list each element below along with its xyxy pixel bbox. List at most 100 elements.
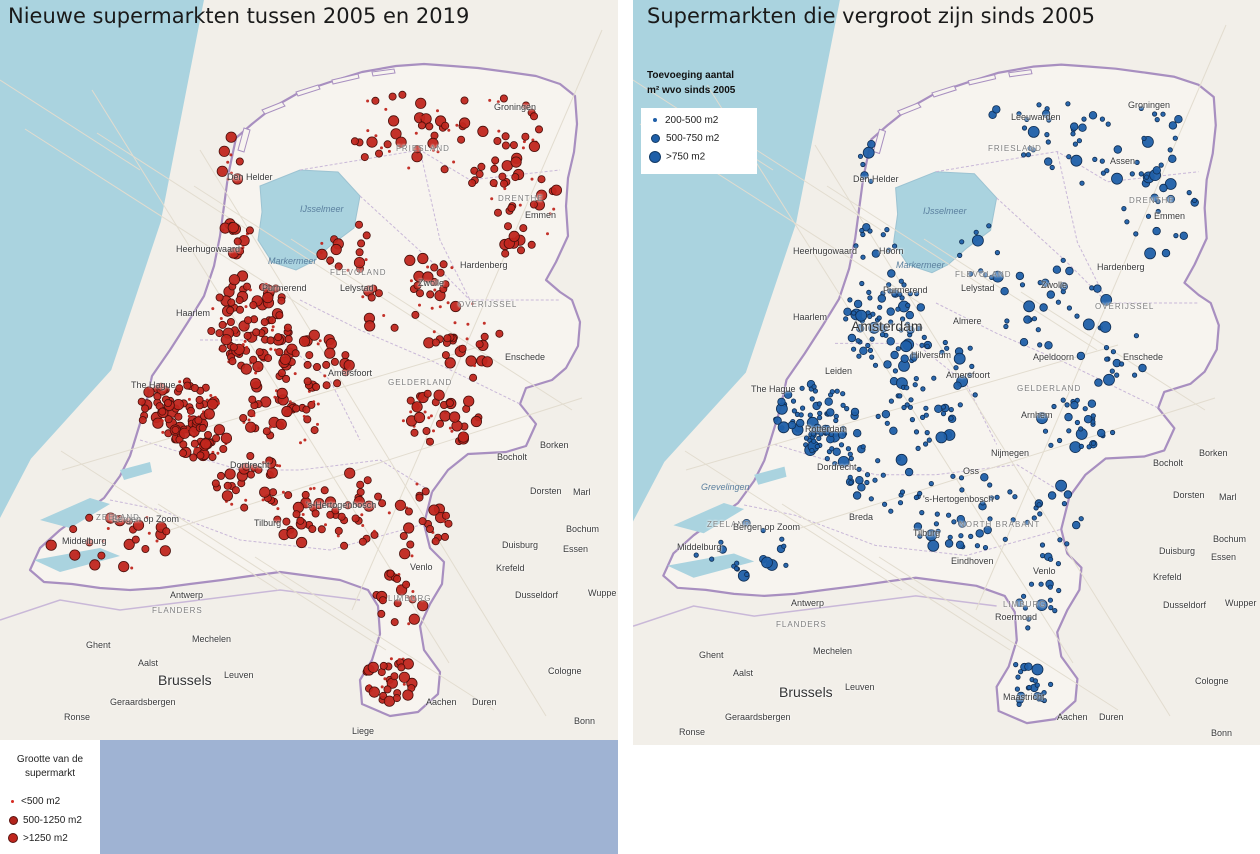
supermarket-marker[interactable]	[761, 556, 773, 569]
supermarket-marker[interactable]	[187, 414, 191, 418]
supermarket-marker[interactable]	[931, 375, 937, 381]
supermarket-marker[interactable]	[444, 519, 453, 528]
supermarket-marker[interactable]	[226, 160, 230, 164]
supermarket-marker[interactable]	[404, 254, 416, 266]
supermarket-marker[interactable]	[1036, 412, 1048, 425]
supermarket-marker[interactable]	[264, 282, 268, 286]
supermarket-marker[interactable]	[360, 153, 369, 162]
supermarket-marker[interactable]	[944, 539, 954, 548]
supermarket-marker[interactable]	[1047, 597, 1053, 603]
supermarket-marker[interactable]	[392, 694, 401, 703]
supermarket-marker[interactable]	[501, 249, 510, 258]
supermarket-marker[interactable]	[411, 310, 420, 319]
supermarket-marker[interactable]	[353, 256, 366, 269]
supermarket-marker[interactable]	[246, 451, 255, 460]
supermarket-marker[interactable]	[174, 412, 183, 421]
supermarket-marker[interactable]	[439, 260, 448, 269]
supermarket-marker[interactable]	[942, 339, 948, 346]
supermarket-marker[interactable]	[296, 516, 305, 525]
supermarket-marker[interactable]	[356, 480, 365, 489]
supermarket-marker[interactable]	[886, 247, 892, 253]
supermarket-marker[interactable]	[215, 293, 224, 302]
supermarket-marker[interactable]	[430, 306, 434, 310]
supermarket-marker[interactable]	[898, 278, 904, 284]
supermarket-marker[interactable]	[1052, 607, 1058, 614]
supermarket-marker[interactable]	[275, 311, 284, 320]
supermarket-marker[interactable]	[218, 145, 230, 157]
supermarket-marker[interactable]	[194, 416, 203, 425]
supermarket-marker[interactable]	[1111, 172, 1123, 185]
supermarket-marker[interactable]	[239, 413, 248, 422]
supermarket-marker[interactable]	[1078, 426, 1084, 432]
supermarket-marker[interactable]	[288, 400, 292, 404]
supermarket-marker[interactable]	[211, 479, 220, 488]
supermarket-marker[interactable]	[909, 416, 915, 423]
supermarket-marker[interactable]	[417, 121, 426, 130]
supermarket-marker[interactable]	[255, 348, 264, 357]
supermarket-marker[interactable]	[480, 332, 489, 341]
supermarket-marker[interactable]	[940, 404, 946, 410]
supermarket-marker[interactable]	[248, 288, 252, 292]
supermarket-marker[interactable]	[69, 525, 78, 534]
supermarket-marker[interactable]	[390, 128, 402, 140]
supermarket-marker[interactable]	[334, 262, 343, 271]
supermarket-marker[interactable]	[855, 309, 868, 322]
supermarket-marker[interactable]	[982, 544, 989, 551]
supermarket-marker[interactable]	[968, 533, 974, 540]
supermarket-marker[interactable]	[1105, 121, 1111, 127]
supermarket-marker[interactable]	[427, 137, 439, 149]
supermarket-marker[interactable]	[344, 467, 356, 479]
supermarket-marker[interactable]	[498, 172, 507, 181]
supermarket-marker[interactable]	[190, 383, 199, 392]
supermarket-marker[interactable]	[292, 404, 301, 413]
supermarket-marker[interactable]	[1047, 556, 1054, 562]
supermarket-marker[interactable]	[1072, 520, 1081, 530]
supermarket-marker[interactable]	[1016, 691, 1026, 701]
supermarket-marker[interactable]	[901, 282, 907, 288]
supermarket-marker[interactable]	[371, 96, 380, 105]
supermarket-marker[interactable]	[426, 290, 435, 299]
supermarket-marker[interactable]	[1048, 442, 1054, 448]
supermarket-marker[interactable]	[913, 429, 920, 435]
supermarket-marker[interactable]	[855, 476, 864, 485]
supermarket-marker[interactable]	[1034, 682, 1040, 688]
supermarket-marker[interactable]	[131, 535, 140, 544]
supermarket-marker[interactable]	[229, 343, 238, 352]
supermarket-marker[interactable]	[404, 507, 413, 516]
supermarket-marker[interactable]	[1019, 282, 1026, 288]
supermarket-marker[interactable]	[1024, 116, 1030, 123]
supermarket-marker[interactable]	[912, 382, 918, 388]
supermarket-marker[interactable]	[118, 560, 130, 573]
supermarket-marker[interactable]	[438, 305, 442, 309]
supermarket-marker[interactable]	[213, 424, 225, 436]
supermarket-marker[interactable]	[423, 389, 432, 398]
supermarket-marker[interactable]	[1168, 121, 1178, 130]
supermarket-marker[interactable]	[273, 515, 282, 524]
supermarket-marker[interactable]	[499, 94, 508, 103]
supermarket-marker[interactable]	[196, 451, 205, 460]
supermarket-marker[interactable]	[407, 622, 411, 626]
supermarket-marker[interactable]	[220, 334, 232, 346]
supermarket-marker[interactable]	[322, 381, 331, 390]
supermarket-marker[interactable]	[742, 519, 751, 528]
supermarket-marker[interactable]	[384, 107, 388, 111]
supermarket-marker[interactable]	[428, 504, 440, 516]
supermarket-marker[interactable]	[368, 686, 380, 698]
supermarket-marker[interactable]	[1131, 372, 1138, 378]
supermarket-marker[interactable]	[1066, 305, 1072, 311]
supermarket-marker[interactable]	[443, 334, 452, 343]
supermarket-marker[interactable]	[275, 418, 287, 430]
supermarket-marker[interactable]	[1010, 517, 1016, 523]
supermarket-marker[interactable]	[994, 250, 1000, 256]
supermarket-marker[interactable]	[1020, 152, 1027, 158]
supermarket-marker[interactable]	[1078, 443, 1084, 449]
supermarket-marker[interactable]	[899, 489, 906, 495]
supermarket-marker[interactable]	[973, 229, 979, 235]
supermarket-marker[interactable]	[1100, 170, 1106, 176]
supermarket-marker[interactable]	[454, 419, 457, 422]
supermarket-marker[interactable]	[440, 532, 449, 541]
supermarket-marker[interactable]	[840, 425, 846, 431]
supermarket-marker[interactable]	[354, 220, 363, 229]
supermarket-marker[interactable]	[278, 464, 282, 468]
supermarket-marker[interactable]	[860, 444, 866, 450]
